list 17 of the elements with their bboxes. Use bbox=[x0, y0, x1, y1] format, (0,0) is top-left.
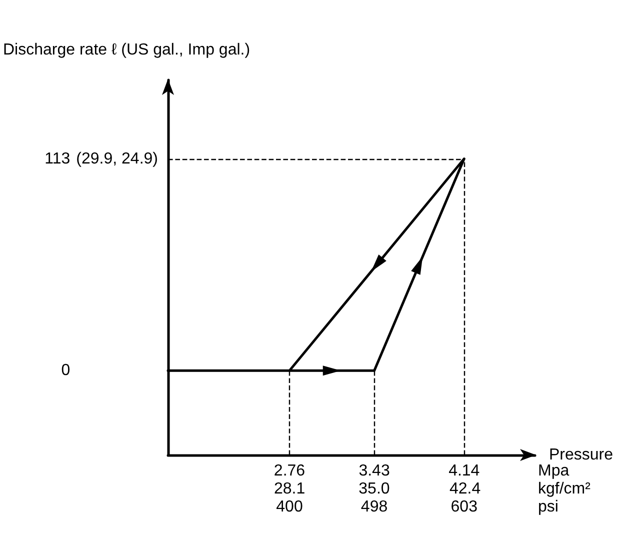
text: Mpa bbox=[538, 462, 570, 480]
x2-tick-label: 28.1 bbox=[274, 480, 306, 498]
y-tick-label: 0 bbox=[61, 362, 70, 380]
x-tick-label: 3.43 bbox=[358, 462, 390, 480]
y-axis-title: Discharge rate ℓ (US gal., Imp gal.) bbox=[3, 42, 250, 58]
text: psi bbox=[538, 498, 558, 516]
x2-axis-title: kgf/cm² bbox=[538, 480, 592, 498]
x-axis-title: Pressure bbox=[549, 446, 614, 464]
x2-tick-label: 35.0 bbox=[358, 480, 390, 498]
x-tick-label: 4.14 bbox=[448, 462, 480, 480]
text: 498 bbox=[360, 498, 388, 516]
y-tick-label: 113 bbox=[44, 150, 70, 168]
text: 603 bbox=[450, 498, 478, 516]
text: (29.9, 24.9) bbox=[76, 150, 158, 168]
x-tick-label: 2.76 bbox=[274, 462, 306, 480]
text: 400 bbox=[276, 498, 303, 516]
x2-tick-label: 42.4 bbox=[449, 480, 481, 498]
